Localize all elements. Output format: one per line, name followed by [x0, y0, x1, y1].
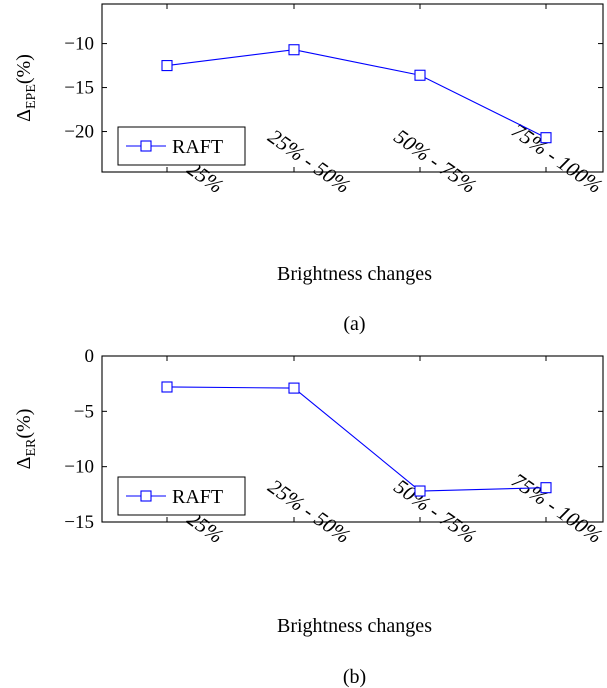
data-point — [288, 44, 300, 56]
legend-label: RAFT — [172, 136, 223, 158]
x-axis-title: Brightness changes — [277, 615, 432, 637]
legend: RAFT — [117, 476, 246, 516]
y-axis-title: ΔER(%) — [13, 409, 39, 470]
figure-caption: (b) — [343, 666, 366, 688]
x-axis-title: Brightness changes — [277, 263, 432, 285]
legend-label: RAFT — [172, 486, 223, 508]
data-point — [161, 60, 173, 72]
y-tick-label: −10 — [64, 34, 94, 55]
y-axis-title: ΔEPE(%) — [13, 54, 39, 122]
y-tick-label: −15 — [64, 78, 94, 99]
data-point — [414, 485, 426, 497]
y-tick-label: −5 — [74, 401, 94, 422]
y-tick-label: −10 — [64, 457, 94, 478]
x-category-label: 75% - 100% — [507, 118, 607, 198]
data-point — [540, 482, 552, 494]
plot-frame — [101, 355, 604, 523]
y-tick-label: −20 — [64, 122, 94, 143]
chart-a: −10−15−200% - 25%25% - 50%50% - 75%75% -… — [13, 3, 607, 335]
data-point — [540, 132, 552, 144]
series-line-raft — [166, 386, 547, 492]
series-line-raft — [166, 49, 547, 139]
legend: RAFT — [117, 126, 246, 166]
chart-b: 0−5−10−150% - 25%25% - 50%50% - 75%75% -… — [13, 346, 607, 688]
figure-caption: (a) — [343, 313, 365, 335]
legend-marker — [140, 140, 152, 152]
legend-marker — [140, 490, 152, 502]
data-point — [414, 69, 426, 81]
y-tick-label: −15 — [64, 512, 94, 533]
x-category-label: 75% - 100% — [507, 468, 607, 548]
x-category-label: 25% - 50% — [264, 124, 355, 198]
x-category-label: 50% - 75% — [390, 474, 481, 548]
y-tick-label: 0 — [85, 346, 95, 367]
x-category-label: 25% - 50% — [264, 474, 355, 548]
data-point — [161, 381, 173, 393]
x-category-label: 50% - 75% — [390, 124, 481, 198]
data-point — [288, 382, 300, 394]
